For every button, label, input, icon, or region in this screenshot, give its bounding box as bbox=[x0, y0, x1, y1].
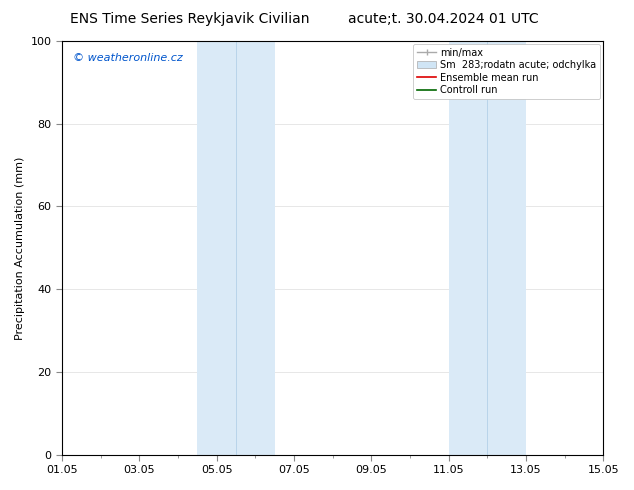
Text: © weatheronline.cz: © weatheronline.cz bbox=[73, 53, 183, 64]
Bar bbox=[197, 41, 275, 455]
Text: ENS Time Series Reykjavik Civilian: ENS Time Series Reykjavik Civilian bbox=[70, 12, 310, 26]
Text: acute;t. 30.04.2024 01 UTC: acute;t. 30.04.2024 01 UTC bbox=[349, 12, 539, 26]
Legend: min/max, Sm  283;rodatn acute; odchylka, Ensemble mean run, Controll run: min/max, Sm 283;rodatn acute; odchylka, … bbox=[413, 44, 600, 99]
Bar bbox=[448, 41, 526, 455]
Y-axis label: Precipitation Accumulation (mm): Precipitation Accumulation (mm) bbox=[15, 156, 25, 340]
